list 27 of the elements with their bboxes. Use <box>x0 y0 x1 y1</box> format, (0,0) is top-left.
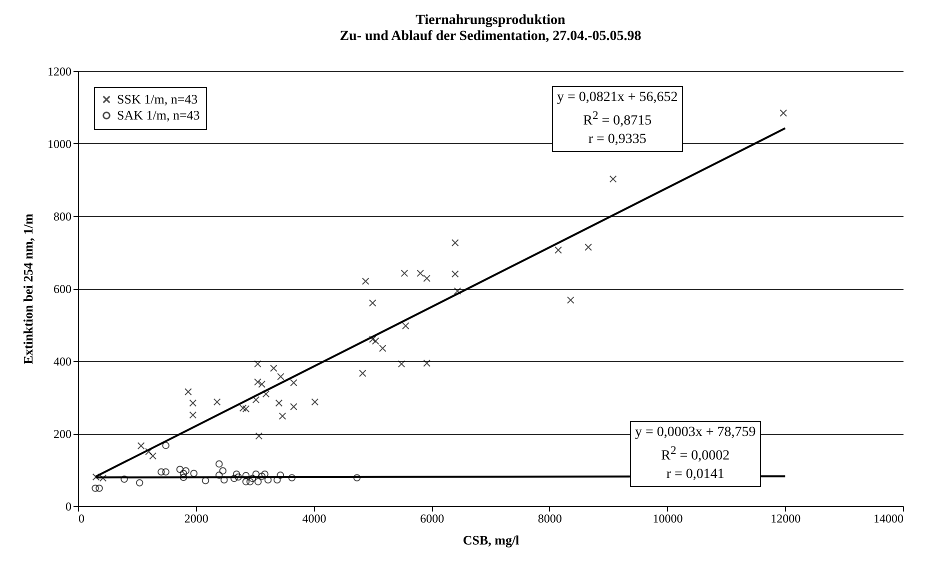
annotation: y = 0,0821x + 56,652 <box>557 89 678 107</box>
y-tick-label: 600 <box>54 282 72 296</box>
y-tick-label: 1200 <box>48 64 72 78</box>
annotation: r = 0,0141 <box>665 466 726 484</box>
annotation: R$^{2}$ = 0,8715 <box>582 108 653 131</box>
y-tick-label: 0 <box>66 500 72 514</box>
y-axis-title: Extinktion bei 254 nm, 1/m <box>20 214 36 364</box>
x-tick-label: 0 <box>78 512 84 526</box>
x-tick-label: 12000 <box>770 512 801 526</box>
x-tick-label: 2000 <box>184 512 208 526</box>
y-tick-label: 200 <box>54 427 72 441</box>
annotation: y = 0,0003x + 78,759 <box>635 424 756 442</box>
x-tick-label: 6000 <box>420 512 444 526</box>
x-tick-label: 8000 <box>538 512 562 526</box>
legend-label: SSK 1/m, n=43 <box>117 92 198 106</box>
y-tick-label: 800 <box>54 210 72 224</box>
x-tick-label: 10000 <box>652 512 683 526</box>
x-tick-label: 4000 <box>302 512 326 526</box>
x-tick-label: 14000 <box>874 512 904 526</box>
y-tick-label: 1000 <box>48 137 72 151</box>
x-axis-title: CSB, mg/l <box>462 532 520 548</box>
annotation: r = 0,9335 <box>587 130 648 149</box>
chart-subtitle: Zu- und Ablauf der Sedimentation, 27.04.-05.05.98 <box>340 29 642 44</box>
legend-label: SAK 1/m, n=43 <box>117 108 200 122</box>
annotation: R$^{2}$ = 0,0002 <box>660 443 731 466</box>
y-tick-label: 400 <box>54 354 72 368</box>
chart-title: Tiernahrungsproduktion <box>416 13 566 28</box>
